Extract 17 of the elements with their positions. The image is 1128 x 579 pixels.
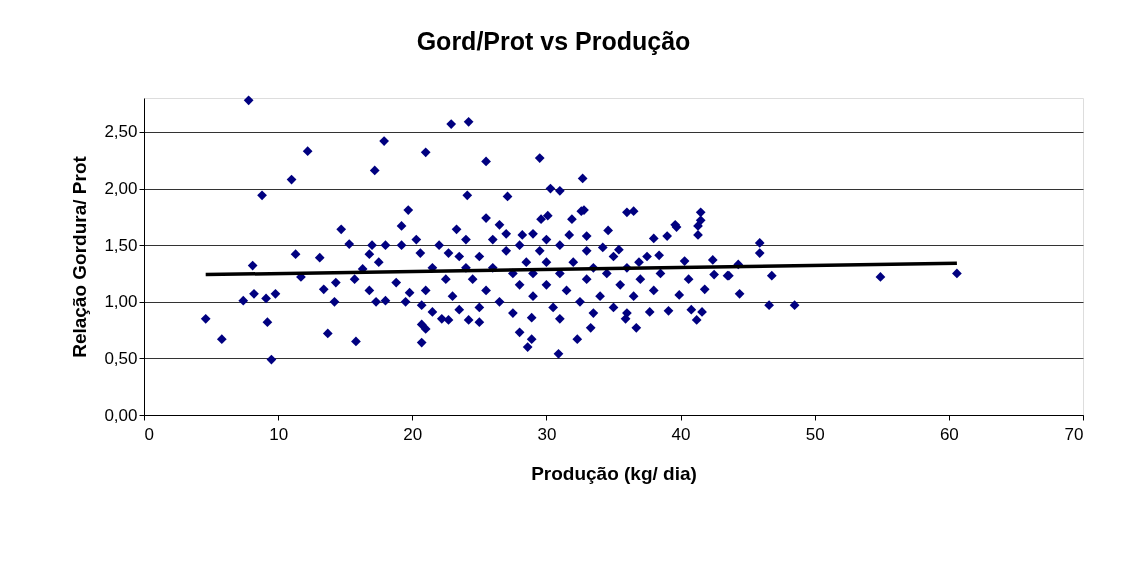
x-tick-label: 20 xyxy=(403,424,423,444)
x-tick-label: 70 xyxy=(1064,424,1084,444)
y-tick-label: 0,00 xyxy=(104,405,138,425)
x-tick-label: 40 xyxy=(671,424,691,444)
y-axis-title: Relação Gordura/ Prot xyxy=(69,155,91,358)
y-tick-label: 2,00 xyxy=(104,179,138,199)
y-tick-label: 1,00 xyxy=(104,292,138,312)
y-tick-label: 0,50 xyxy=(104,348,138,368)
y-tick-label: 1,50 xyxy=(104,235,138,255)
chart-title: Gord/Prot vs Produção xyxy=(416,27,691,56)
x-tick-label: 60 xyxy=(939,424,959,444)
y-tick-label: 2,50 xyxy=(104,122,138,142)
x-tick-label: 30 xyxy=(537,424,557,444)
x-tick-label: 0 xyxy=(144,424,154,444)
x-axis-title: Produção (kg/ dia) xyxy=(531,462,697,484)
x-tick-label: 10 xyxy=(269,424,289,444)
x-tick-label: 50 xyxy=(805,424,825,444)
